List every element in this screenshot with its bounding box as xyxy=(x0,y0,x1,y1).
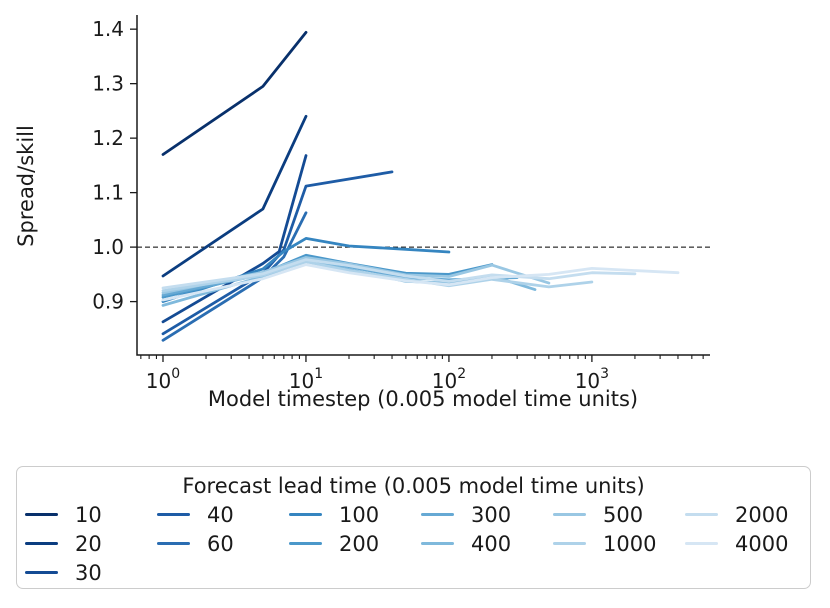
legend-columns: 10 20 30 40 60 100 200 300 400 500 1000 2000 4000 xyxy=(17,500,810,587)
legend-swatch-1000 xyxy=(553,541,586,546)
legend-swatch-60 xyxy=(157,541,190,546)
legend-label-40: 40 xyxy=(207,502,234,527)
legend-item-20: 20 xyxy=(25,529,157,558)
legend-label-4000: 4000 xyxy=(735,531,789,556)
legend-swatch-2000 xyxy=(685,512,718,517)
legend-item-30: 30 xyxy=(25,558,157,587)
legend-column-5: 500 1000 xyxy=(553,500,685,587)
legend-swatch-100 xyxy=(289,512,322,517)
legend-swatch-300 xyxy=(421,512,454,517)
legend-label-10: 10 xyxy=(75,502,102,527)
legend-label-100: 100 xyxy=(339,502,380,527)
legend-column-1: 10 20 30 xyxy=(25,500,157,587)
series-line-1000 xyxy=(161,260,594,293)
legend-label-300: 300 xyxy=(471,502,512,527)
legend-label-20: 20 xyxy=(75,531,102,556)
legend-column-3: 100 200 xyxy=(289,500,421,587)
legend-swatch-500 xyxy=(553,512,586,517)
y-tick-label: 1.0 xyxy=(92,235,124,259)
y-tick-label: 1.3 xyxy=(92,72,124,96)
legend-item-1000: 1000 xyxy=(553,529,685,558)
series-lines-layer xyxy=(161,31,680,342)
x-tick-label: 100 xyxy=(146,366,180,393)
series-line-100 xyxy=(161,237,451,303)
legend-item-2000: 2000 xyxy=(685,500,788,529)
series-line-10 xyxy=(161,31,308,156)
legend-swatch-20 xyxy=(25,541,58,546)
legend-column-6: 2000 4000 xyxy=(685,500,788,587)
y-tick-label: 1.2 xyxy=(92,126,124,150)
legend-label-2000: 2000 xyxy=(735,502,789,527)
y-axis-label: Spread/skill xyxy=(14,125,38,247)
legend-swatch-200 xyxy=(289,541,322,546)
series-line-40 xyxy=(161,170,394,336)
legend-swatch-400 xyxy=(421,541,454,546)
legend-label-1000: 1000 xyxy=(603,531,657,556)
legend-label-30: 30 xyxy=(75,560,102,585)
legend-swatch-40 xyxy=(157,512,190,517)
legend-column-4: 300 400 xyxy=(421,500,553,587)
legend-swatch-4000 xyxy=(685,541,718,546)
legend-item-400: 400 xyxy=(421,529,553,558)
series-line-4000 xyxy=(161,263,680,302)
x-axis-label: Model timestep (0.005 model time units) xyxy=(208,387,638,411)
legend-title: Forecast lead time (0.005 model time uni… xyxy=(182,474,645,498)
series-line-2000 xyxy=(161,258,637,290)
legend-item-4000: 4000 xyxy=(685,529,788,558)
legend-item-60: 60 xyxy=(157,529,289,558)
legend-item-300: 300 xyxy=(421,500,553,529)
legend-item-10: 10 xyxy=(25,500,157,529)
legend-item-200: 200 xyxy=(289,529,421,558)
y-tick-label: 0.9 xyxy=(92,290,124,314)
legend-column-2: 40 60 xyxy=(157,500,289,587)
legend-label-60: 60 xyxy=(207,531,234,556)
legend-swatch-30 xyxy=(25,570,58,575)
legend-label-400: 400 xyxy=(471,531,512,556)
y-tick-label: 1.4 xyxy=(92,17,124,41)
legend-label-500: 500 xyxy=(603,502,644,527)
series-line-20 xyxy=(161,114,308,278)
axis-spines xyxy=(136,15,710,356)
legend-label-200: 200 xyxy=(339,531,380,556)
legend-item-500: 500 xyxy=(553,500,685,529)
series-line-30 xyxy=(161,154,308,324)
legend: Forecast lead time (0.005 model time uni… xyxy=(16,466,811,589)
legend-swatch-10 xyxy=(25,512,58,517)
legend-item-40: 40 xyxy=(157,500,289,529)
legend-item-100: 100 xyxy=(289,500,421,529)
y-tick-label: 1.1 xyxy=(92,181,124,205)
